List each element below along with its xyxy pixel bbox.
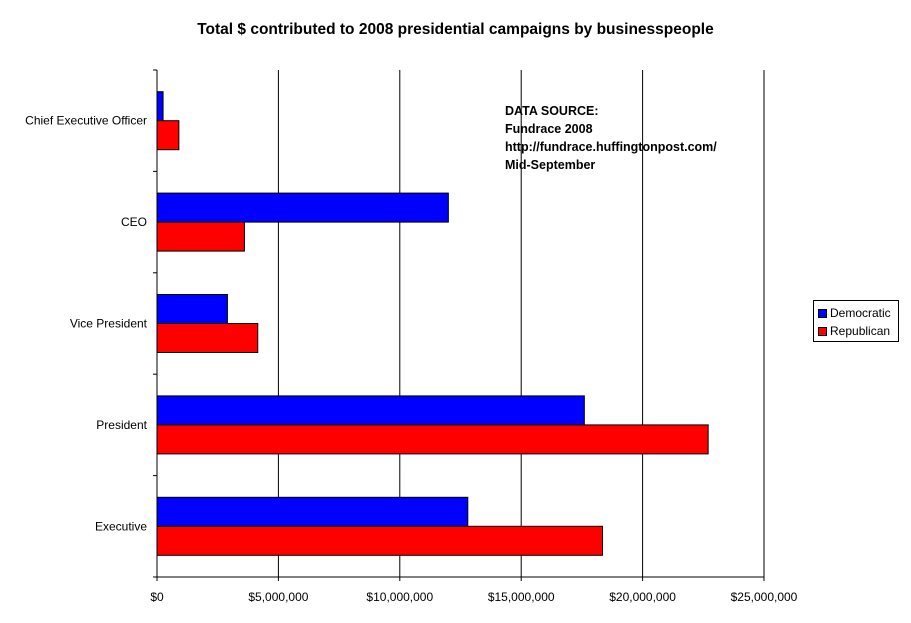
- bar-democratic: [156, 294, 228, 324]
- legend-label: Democratic: [830, 306, 891, 320]
- x-tick-label: $20,000,000: [609, 590, 676, 604]
- legend-item-democratic: Democratic: [818, 304, 898, 322]
- x-tick-label: $25,000,000: [731, 590, 798, 604]
- bar-democratic: [156, 395, 585, 426]
- chart-title: Total $ contributed to 2008 presidential…: [197, 21, 714, 38]
- annotation-line: Fundrace 2008: [505, 122, 593, 136]
- category-label: Executive: [95, 519, 147, 533]
- legend-swatch: [818, 308, 827, 318]
- x-tick-label: $10,000,000: [366, 590, 433, 604]
- x-tick-label: $5,000,000: [248, 590, 308, 604]
- bar-republican: [156, 120, 180, 151]
- category-label: President: [96, 418, 147, 432]
- bar-republican: [156, 424, 709, 455]
- category-label: Chief Executive Officer: [25, 114, 147, 128]
- bar-republican: [156, 221, 245, 252]
- legend-swatch: [818, 326, 827, 336]
- bar-republican: [156, 323, 259, 353]
- bar-democratic: [156, 91, 164, 122]
- category-label: Vice President: [70, 317, 148, 331]
- legend: Democratic Republican: [813, 300, 899, 342]
- legend-label: Republican: [830, 324, 891, 338]
- legend-item-republican: Republican: [818, 322, 898, 340]
- bar-democratic: [156, 192, 449, 223]
- x-tick-label: $15,000,000: [488, 590, 555, 604]
- annotation-line: DATA SOURCE:: [505, 104, 599, 118]
- bar-democratic: [156, 496, 469, 527]
- data-source-annotation: DATA SOURCE: Fundrace 2008 http://fundra…: [505, 102, 717, 174]
- x-tick-label: $0: [150, 590, 164, 604]
- annotation-line: Mid-September: [505, 158, 596, 172]
- category-label: CEO: [121, 215, 147, 229]
- annotation-line: http://fundrace.huffingtonpost.com/: [505, 140, 717, 154]
- bar-republican: [156, 525, 604, 556]
